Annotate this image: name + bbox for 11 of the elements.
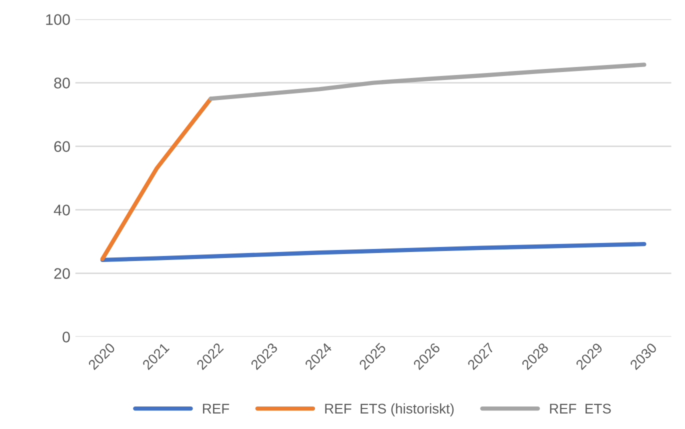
- legend-label: REF ETS (historiskt): [325, 403, 454, 416]
- line-series: [100, 242, 646, 262]
- y-tick-label: 80: [54, 78, 70, 88]
- y-tick-label: 60: [54, 141, 70, 152]
- line-series: [208, 62, 646, 101]
- y-tick-label: 0: [62, 332, 70, 342]
- legend-label: REF ETS: [550, 404, 611, 414]
- y-tick-label: 20: [54, 268, 70, 279]
- legend-label: REF: [203, 404, 230, 414]
- y-tick-label: 100: [46, 14, 70, 25]
- y-tick-label: 40: [54, 204, 70, 216]
